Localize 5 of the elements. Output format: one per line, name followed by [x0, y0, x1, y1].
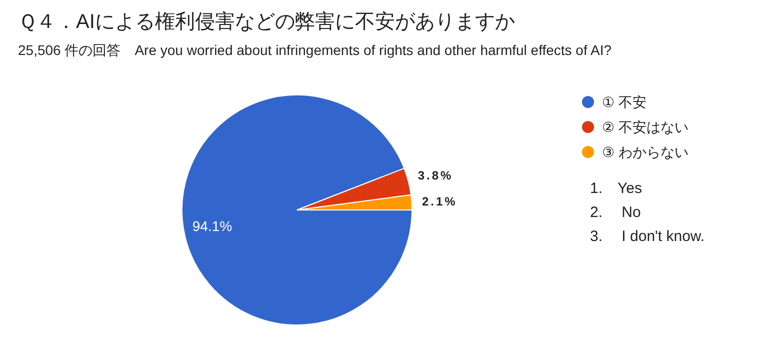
- annotation: 1. Yes: [590, 180, 642, 197]
- subtitle: 25,506 件の回答 Are you worried about infringements of rights and other harmful effects of AI?: [18, 42, 612, 58]
- title: Ｑ４．AIによる権利侵害などの弊害に不安がありますか: [18, 11, 515, 33]
- annotation: 2. No: [590, 204, 641, 221]
- annotation: 3. I don't know.: [590, 228, 705, 245]
